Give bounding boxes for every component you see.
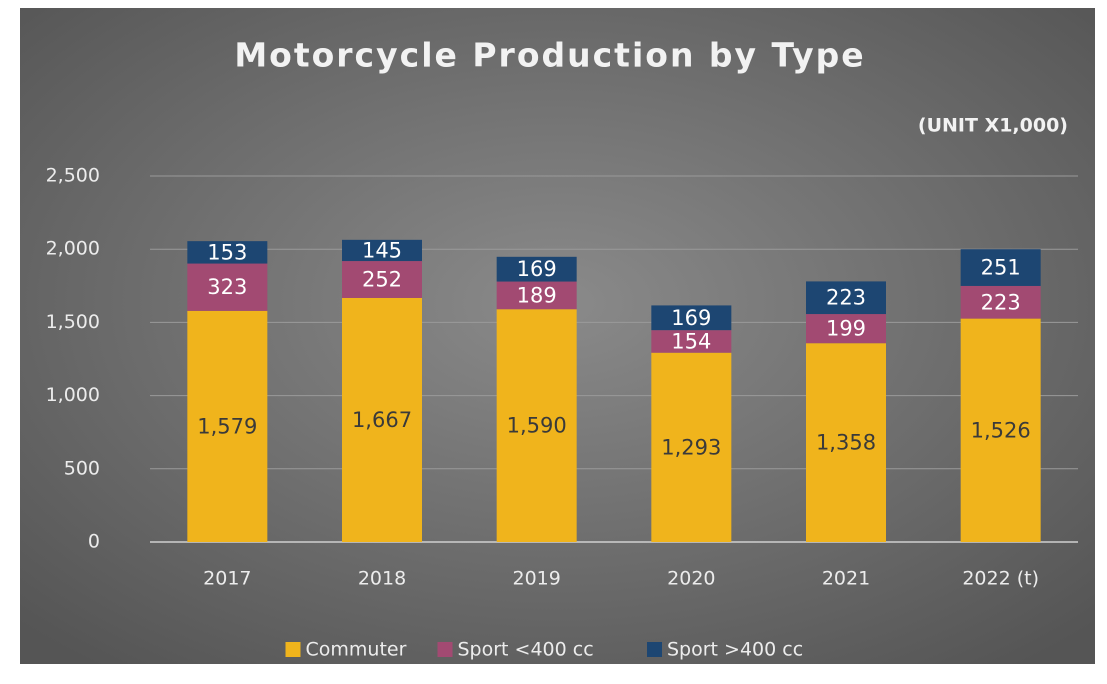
data-label: 154 [671,329,711,353]
legend-label: Sport >400 cc [667,639,803,661]
bar-segment [187,241,268,264]
unit-annotation: (UNIT X1,000) [918,115,1068,137]
bar-segment [651,352,732,542]
bar-segment [342,239,422,262]
x-tick-label: 2020 [667,568,715,590]
y-tick-label: 0 [88,531,100,553]
data-label: 1,526 [971,418,1031,442]
bar-segment [651,330,732,353]
data-label: 153 [207,240,247,264]
data-label: 223 [826,286,866,310]
data-label: 169 [671,306,711,330]
bar-segment [651,305,732,331]
data-label: 169 [517,257,557,281]
bar-segment [960,318,1041,542]
y-tick-label: 500 [64,457,100,479]
bar-segment [187,263,268,311]
chart-title: Motorcycle Production by Type [234,36,865,75]
x-tick-label: 2021 [822,568,870,590]
data-label: 251 [981,256,1021,280]
bar-segment [806,281,886,315]
bar-segment [342,297,422,542]
bar-segment [496,281,577,310]
y-tick-label: 1,500 [46,311,100,333]
bar-segment [960,249,1041,286]
x-tick-label: 2017 [203,568,251,590]
data-label: 252 [362,268,402,292]
legend-swatch [285,642,301,657]
data-label: 1,293 [661,435,721,459]
data-label: 189 [517,283,557,307]
data-label: 199 [826,317,866,341]
bar-segment [496,256,577,282]
y-tick-label: 1,000 [46,384,100,406]
legend-label: Commuter [306,639,407,661]
y-tick-label: 2,000 [46,238,100,260]
data-label: 1,590 [507,414,567,438]
y-tick-label: 2,500 [46,165,100,187]
bar-segment [806,343,886,542]
x-tick-label: 2019 [512,568,560,590]
bar-segment [187,310,268,542]
legend-swatch [437,642,453,657]
x-tick-label: 2018 [358,568,406,590]
bar-segment [806,314,886,344]
data-label: 145 [362,238,402,262]
data-label: 223 [981,290,1021,314]
bar-segment [342,261,422,298]
data-label: 1,667 [352,408,412,432]
legend-label: Sport <400 cc [458,639,594,661]
x-tick-label: 2022 (t) [962,568,1039,590]
bar-segment [960,285,1041,319]
bar-segment [496,309,577,542]
data-label: 1,579 [197,414,257,438]
legend-swatch [647,642,662,657]
data-label: 323 [207,275,247,299]
data-label: 1,358 [816,431,876,455]
